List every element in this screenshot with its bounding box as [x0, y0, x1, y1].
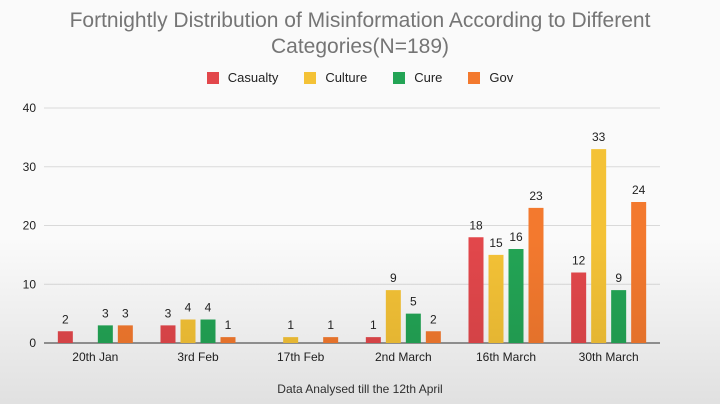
data-label: 9: [615, 271, 622, 285]
data-label: 23: [529, 189, 543, 203]
data-label: 12: [572, 254, 586, 268]
data-label: 18: [469, 218, 483, 232]
x-axis-label: Data Analysed till the 12th April: [277, 382, 443, 396]
y-tick-label: 30: [23, 160, 37, 174]
data-label: 4: [185, 301, 192, 315]
bar-culture: [283, 337, 299, 343]
bar-culture: [488, 254, 504, 343]
bar-gov: [323, 337, 339, 343]
bar-gov: [425, 331, 441, 343]
legend-swatch-cure: [393, 71, 406, 84]
data-label: 2: [62, 312, 69, 326]
chart-legend: Casualty Culture Cure Gov: [0, 70, 720, 85]
x-tick-label: 17th Feb: [277, 350, 325, 364]
data-label: 1: [287, 318, 294, 332]
bar-casualty: [160, 325, 176, 343]
data-label: 3: [102, 306, 109, 320]
data-label: 3: [122, 306, 129, 320]
bar-culture: [591, 149, 607, 343]
data-label: 3: [165, 306, 172, 320]
y-tick-label: 10: [23, 277, 37, 291]
data-label: 24: [632, 183, 646, 197]
data-label: 2: [430, 312, 437, 326]
data-label: 5: [410, 295, 417, 309]
y-tick-label: 40: [23, 101, 37, 115]
data-label: 1: [225, 318, 232, 332]
data-label: 1: [327, 318, 334, 332]
bar-cure: [200, 319, 216, 343]
bar-casualty: [57, 331, 73, 343]
legend-item-culture: Culture: [304, 70, 367, 85]
x-tick-label: 16th March: [476, 350, 536, 364]
bar-culture: [180, 319, 196, 343]
data-label: 33: [592, 130, 606, 144]
bar-cure: [405, 313, 421, 343]
data-label: 1: [370, 318, 377, 332]
chart-title-line-1: Fortnightly Distribution of Misinformati…: [69, 9, 651, 32]
x-tick-label: 3rd Feb: [177, 350, 219, 364]
bar-gov: [220, 337, 236, 343]
legend-item-cure: Cure: [393, 70, 442, 85]
chart-title-line-2: Categories(N=189): [270, 35, 449, 58]
chart-title: Fortnightly Distribution of Misinformati…: [0, 8, 720, 60]
y-tick-label: 20: [23, 219, 37, 233]
legend-item-gov: Gov: [468, 70, 513, 85]
bar-gov: [528, 207, 544, 343]
legend-label-culture: Culture: [325, 70, 368, 85]
legend-label-cure: Cure: [414, 70, 443, 85]
bar-casualty: [571, 272, 587, 343]
legend-item-casualty: Casualty: [206, 70, 279, 85]
x-tick-label: 2nd March: [375, 350, 432, 364]
legend-label-casualty: Casualty: [227, 70, 279, 85]
legend-swatch-culture: [304, 71, 317, 84]
bar-gov: [117, 325, 133, 343]
x-tick-label: 30th March: [579, 350, 639, 364]
bar-cure: [611, 290, 627, 343]
data-label: 4: [205, 301, 212, 315]
legend-swatch-casualty: [206, 71, 219, 84]
bar-cure: [508, 249, 524, 343]
y-tick-label: 0: [29, 336, 36, 350]
legend-label-gov: Gov: [489, 70, 514, 85]
data-label: 16: [509, 230, 523, 244]
bar-casualty: [365, 337, 381, 343]
data-label: 15: [489, 236, 503, 250]
bar-gov: [631, 202, 647, 343]
bar-casualty: [468, 237, 484, 343]
x-tick-label: 20th Jan: [72, 350, 118, 364]
legend-swatch-gov: [468, 71, 481, 84]
bar-culture: [385, 290, 401, 343]
bar-cure: [97, 325, 113, 343]
data-label: 9: [390, 271, 397, 285]
